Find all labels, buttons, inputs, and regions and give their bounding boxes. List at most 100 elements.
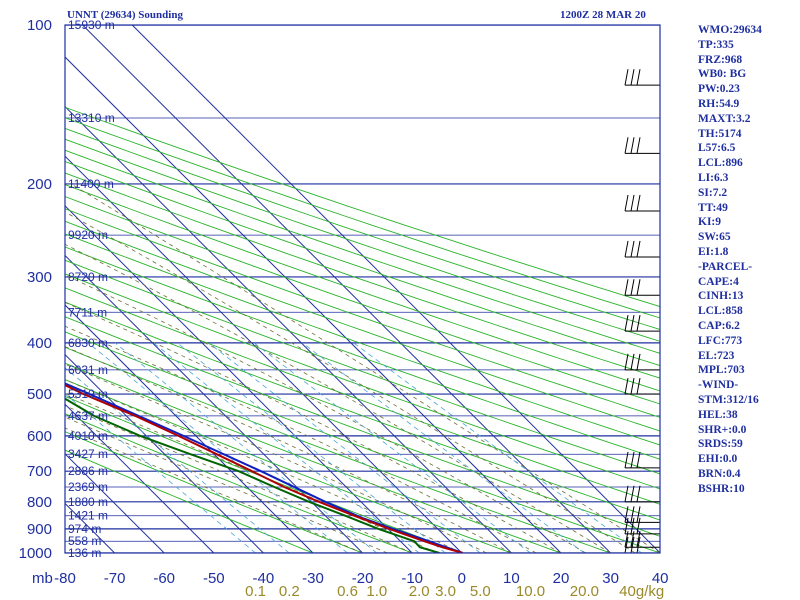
- wind-barb-feather: [636, 353, 641, 370]
- index-item: LCL:858: [698, 305, 743, 318]
- height-label: 6830 m: [68, 336, 108, 350]
- index-item: LFC:773: [698, 334, 743, 347]
- wind-barbs: [624, 25, 661, 554]
- plot-frame: [64, 24, 661, 554]
- wind-barb-feather: [636, 536, 641, 554]
- wind-barb-feather: [636, 485, 641, 502]
- dry-adiabat-line: [65, 379, 512, 553]
- temperature-tick-label: -10: [401, 570, 423, 587]
- dry-adiabat-line: [65, 106, 660, 308]
- dry-adiabat-line: [65, 273, 660, 490]
- index-item: LI:6.3: [698, 171, 729, 184]
- moist-adiabat-line: [65, 325, 537, 553]
- index-item: -PARCEL-: [698, 260, 753, 273]
- index-item: SRDS:59: [698, 438, 743, 451]
- height-label: 4010 m: [68, 429, 108, 443]
- index-item: CAPE:4: [698, 275, 739, 288]
- height-label: 8720 m: [68, 270, 108, 284]
- chart-grid: [0, 25, 660, 553]
- isotherm-line: [65, 353, 264, 553]
- wind-barb-feather: [636, 517, 641, 534]
- wind-barb-feather: [630, 485, 635, 502]
- dry-adiabat-line: [65, 395, 462, 553]
- dry-adiabat-line: [65, 301, 660, 521]
- index-item: FRZ:968: [698, 53, 743, 66]
- height-label: 1880 m: [68, 495, 108, 509]
- height-label: 4637 m: [68, 409, 108, 423]
- dry-adiabat-line: [65, 431, 363, 553]
- moist-adiabat-line: [65, 363, 487, 553]
- temperature-tick-label: 10: [503, 570, 520, 587]
- isotherm-line: [65, 304, 314, 553]
- mixing-ratio-label: 0.2: [279, 583, 300, 600]
- height-label: 558 m: [68, 534, 101, 548]
- mixing-ratio-line: [302, 342, 585, 553]
- isotherm-line: [65, 56, 562, 553]
- dry-adiabat-line: [65, 172, 660, 379]
- isotherm-line: [65, 205, 413, 553]
- index-item: SI:7.2: [698, 186, 728, 199]
- pressure-tick-label: 400: [27, 335, 52, 352]
- index-item: SW:65: [698, 231, 731, 244]
- time-title: 1200Z 28 MAR 20: [560, 9, 646, 21]
- dry-adiabat-line: [65, 259, 660, 475]
- dry-adiabat-line: [65, 331, 660, 553]
- wind-barb-feather: [630, 377, 635, 395]
- wind-barb-feather: [630, 517, 635, 534]
- index-item: BSHR:10: [698, 482, 745, 495]
- pressure-unit-label: mb: [32, 570, 53, 587]
- dry-adiabat-line: [65, 196, 660, 405]
- wind-barb-feather: [624, 194, 629, 212]
- dry-adiabat-line: [65, 449, 314, 553]
- height-label: 1421 m: [68, 509, 108, 523]
- mixing-ratio-line: [65, 367, 290, 553]
- dry-adiabat-line: [65, 149, 660, 354]
- wind-barb-feather: [624, 536, 629, 554]
- height-label: 13310 m: [68, 111, 115, 125]
- index-item: TH:5174: [698, 127, 742, 140]
- wind-barb-feather: [630, 279, 635, 296]
- isotherm-line: [0, 25, 15, 553]
- mixing-ratio-label: 10.0: [516, 583, 545, 600]
- wind-barb-feather: [636, 315, 641, 332]
- mixing-ratio-label: 3.0: [435, 583, 456, 600]
- mixing-ratio-line: [253, 342, 531, 553]
- dry-adiabat-line: [65, 208, 660, 418]
- height-label: 6031 m: [68, 363, 108, 377]
- wind-barb-feather: [636, 451, 641, 469]
- moist-adiabat-line: [65, 301, 562, 553]
- dry-adiabat-line: [65, 233, 660, 446]
- height-label: 9920 m: [68, 228, 108, 242]
- height-label: 7711 m: [68, 305, 107, 319]
- mixing-ratio-label: 5.0: [470, 583, 491, 600]
- temperature-line: [65, 383, 464, 553]
- index-item: MPL:703: [698, 364, 745, 377]
- pressure-tick-label: 900: [27, 521, 52, 538]
- mixing-ratio-label: 20.0: [570, 583, 599, 600]
- dry-adiabat-line: [65, 220, 660, 432]
- temperature-tick-label: -20: [352, 570, 374, 587]
- index-item: CAP:6.2: [698, 319, 740, 332]
- isotherm-line: [131, 25, 660, 553]
- index-item: LCL:896: [698, 157, 743, 170]
- dry-adiabat-line: [65, 246, 660, 460]
- index-item: KI:9: [698, 216, 721, 229]
- sounding-profiles: [65, 382, 464, 553]
- temperature-tick-label: 30: [602, 570, 619, 587]
- index-item: BRN:0.4: [698, 467, 741, 480]
- index-item: WMO:29634: [698, 24, 762, 36]
- wind-barb-feather: [624, 137, 629, 154]
- wind-barb-feather: [624, 451, 629, 469]
- pressure-tick-label: 100: [27, 17, 52, 34]
- wind-barb-feather: [636, 137, 641, 154]
- dry-adiabat-line: [65, 184, 660, 392]
- index-item: RH:54.9: [698, 97, 740, 110]
- mixing-ratio-label: 0.6: [337, 583, 358, 600]
- index-item: TT:49: [698, 201, 728, 214]
- stability-indices-panel: WMO:29634 TP:335 FRZ:968 WB0: BG PW:0.23 RH:5…: [698, 23, 798, 497]
- wind-barb-feather: [636, 531, 641, 548]
- height-label: 974 m: [68, 522, 101, 536]
- wind-barb-feather: [636, 279, 641, 296]
- dry-adiabat-line: [65, 362, 562, 553]
